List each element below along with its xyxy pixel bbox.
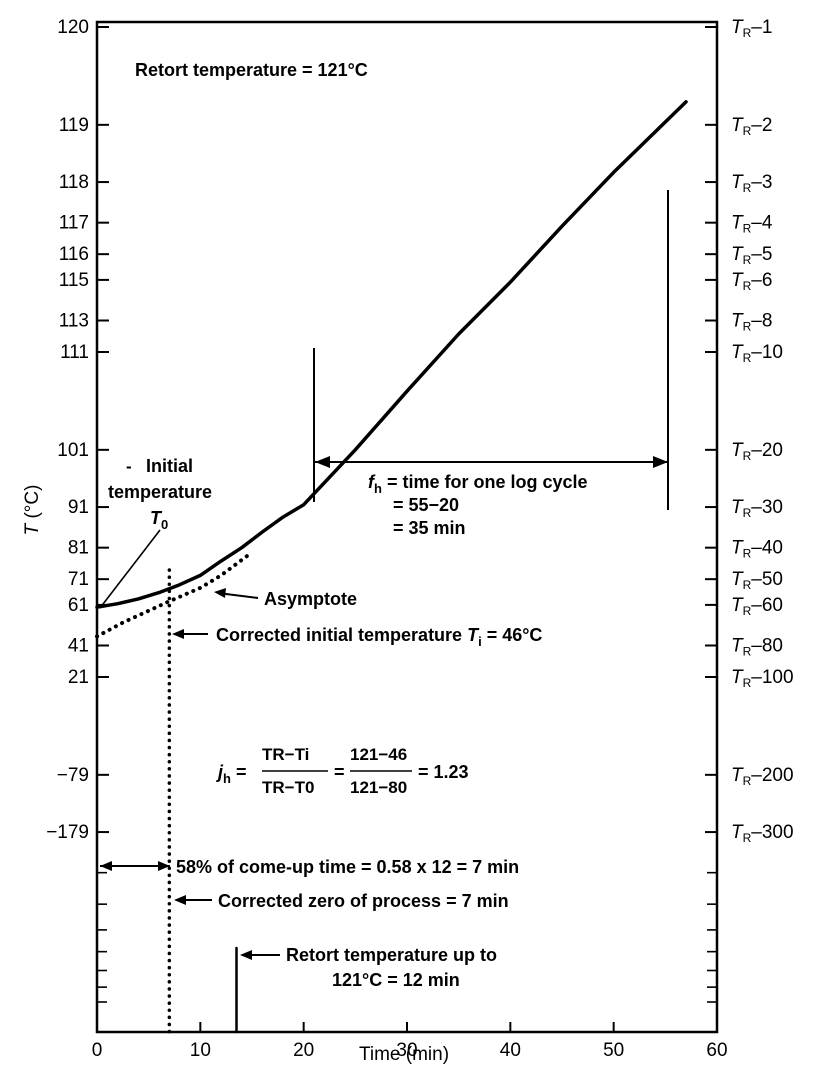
right-tick-label: TR–80 [731, 636, 783, 659]
initial-label-1: Initial [146, 456, 193, 476]
x-axis-title: Time (min) [359, 1044, 449, 1065]
fh-definition: fh = time for one log cycle [368, 472, 588, 496]
asymptote-line [95, 554, 249, 639]
fh-value-2: = 35 min [393, 518, 466, 538]
comeup-label: 58% of come-up time = 0.58 x 12 = 7 min [176, 857, 519, 877]
right-tick-label: TR–50 [731, 569, 783, 592]
asymptote-label: Asymptote [264, 589, 357, 609]
svg-text:121−46: 121−46 [350, 745, 407, 764]
y-axis-title: T (°C) [22, 485, 43, 536]
corrected-initial-arrowhead [172, 629, 184, 639]
retort-up-label-2: 121°C = 12 min [332, 970, 460, 990]
right-tick-label: TR–8 [731, 311, 772, 334]
initial-bullet: - [126, 457, 132, 476]
x-tick-label: 20 [293, 1040, 314, 1061]
svg-text:=: = [334, 762, 345, 782]
bottom-axis: 0 10 20 30 40 50 60 [92, 1022, 728, 1061]
y-tick-label: 61 [68, 595, 89, 616]
y-tick-label: 116 [59, 244, 89, 265]
svg-text:TR−T0: TR−T0 [262, 778, 314, 797]
y-tick-label: 119 [59, 115, 89, 136]
right-tick-label: TR–300 [731, 822, 794, 845]
right-tick-label: TR–30 [731, 497, 783, 520]
svg-text:T (°C): T (°C) [22, 485, 43, 536]
y-tick-label: −79 [57, 765, 89, 786]
series-layer [95, 100, 688, 639]
retort-up-arrowhead [240, 950, 252, 960]
fh-arrowhead-left [315, 456, 330, 468]
svg-text:= 1.23: = 1.23 [418, 762, 469, 782]
marker-layer [167, 568, 238, 1034]
retort-temperature-label: Retort temperature = 121°C [135, 60, 368, 80]
right-tick-label: TR–20 [731, 440, 783, 463]
right-tick-label: TR–10 [731, 342, 783, 365]
y-tick-label: 71 [68, 569, 89, 590]
jh-formula: jh = TR−Ti TR−T0 = 121−46 121−80 = 1.23 [216, 745, 469, 797]
right-tick-label: TR–3 [731, 172, 772, 195]
comeup-arrowhead-right [158, 861, 170, 871]
right-tick-label: TR–6 [731, 270, 772, 293]
retort-up-label-1: Retort temperature up to [286, 945, 497, 965]
t0-label: T0 [150, 508, 168, 532]
right-tick-label: TR–60 [731, 595, 783, 618]
corrected-zero-label: Corrected zero of process = 7 min [218, 891, 509, 911]
y-tick-label: 113 [59, 311, 89, 332]
y-tick-label: 117 [59, 213, 89, 234]
y-tick-label: −179 [46, 822, 89, 843]
x-tick-label: 10 [190, 1040, 211, 1061]
t0-pointer [99, 529, 161, 609]
right-tick-label: TR–4 [731, 213, 773, 236]
corrected-initial-label: Corrected initial temperature Ti = 46°C [216, 625, 542, 649]
right-tick-label: TR–40 [731, 538, 783, 561]
y-tick-label: 21 [68, 667, 89, 688]
y-tick-label: 41 [68, 636, 89, 657]
svg-text:TR−Ti: TR−Ti [262, 745, 309, 764]
left-axis: 120 119 118 117 116 115 113 111 101 91 81 71 61 41 21 −… [46, 17, 109, 1003]
x-tick-label: 50 [603, 1040, 624, 1061]
heating-curve [95, 100, 688, 609]
right-tick-label: TR–200 [731, 765, 794, 788]
svg-text:jh =: jh = [216, 762, 246, 786]
x-tick-label: 0 [92, 1040, 103, 1061]
comeup-arrowhead-left [100, 861, 112, 871]
y-tick-label: 81 [68, 538, 89, 559]
svg-text:121−80: 121−80 [350, 778, 407, 797]
right-tick-label: TR–1 [731, 17, 772, 40]
x-tick-label: 30 [396, 1040, 417, 1061]
x-tick-label: 40 [500, 1040, 521, 1061]
y-tick-label: 111 [60, 342, 89, 363]
asymptote-arrowhead [214, 588, 226, 598]
y-tick-label: 118 [59, 172, 89, 193]
fh-arrowhead-right [653, 456, 668, 468]
y-tick-label: 91 [68, 497, 89, 518]
right-axis: TR–1 TR–2 TR–3 TR–4 TR–5 TR–6 TR–8 TR–10 TR–20 TR… [705, 17, 794, 1003]
corrected-zero-arrowhead [174, 895, 186, 905]
right-tick-label: TR–5 [731, 244, 772, 267]
initial-label-2: temperature [108, 482, 212, 502]
right-tick-label: TR–2 [731, 115, 772, 138]
right-tick-label: TR–100 [731, 667, 794, 690]
y-tick-label: 115 [59, 270, 89, 291]
y-tick-label: 120 [57, 17, 89, 38]
fh-value-1: = 55−20 [393, 495, 459, 515]
y-tick-label: 101 [57, 440, 89, 461]
x-tick-label: 60 [706, 1040, 727, 1061]
